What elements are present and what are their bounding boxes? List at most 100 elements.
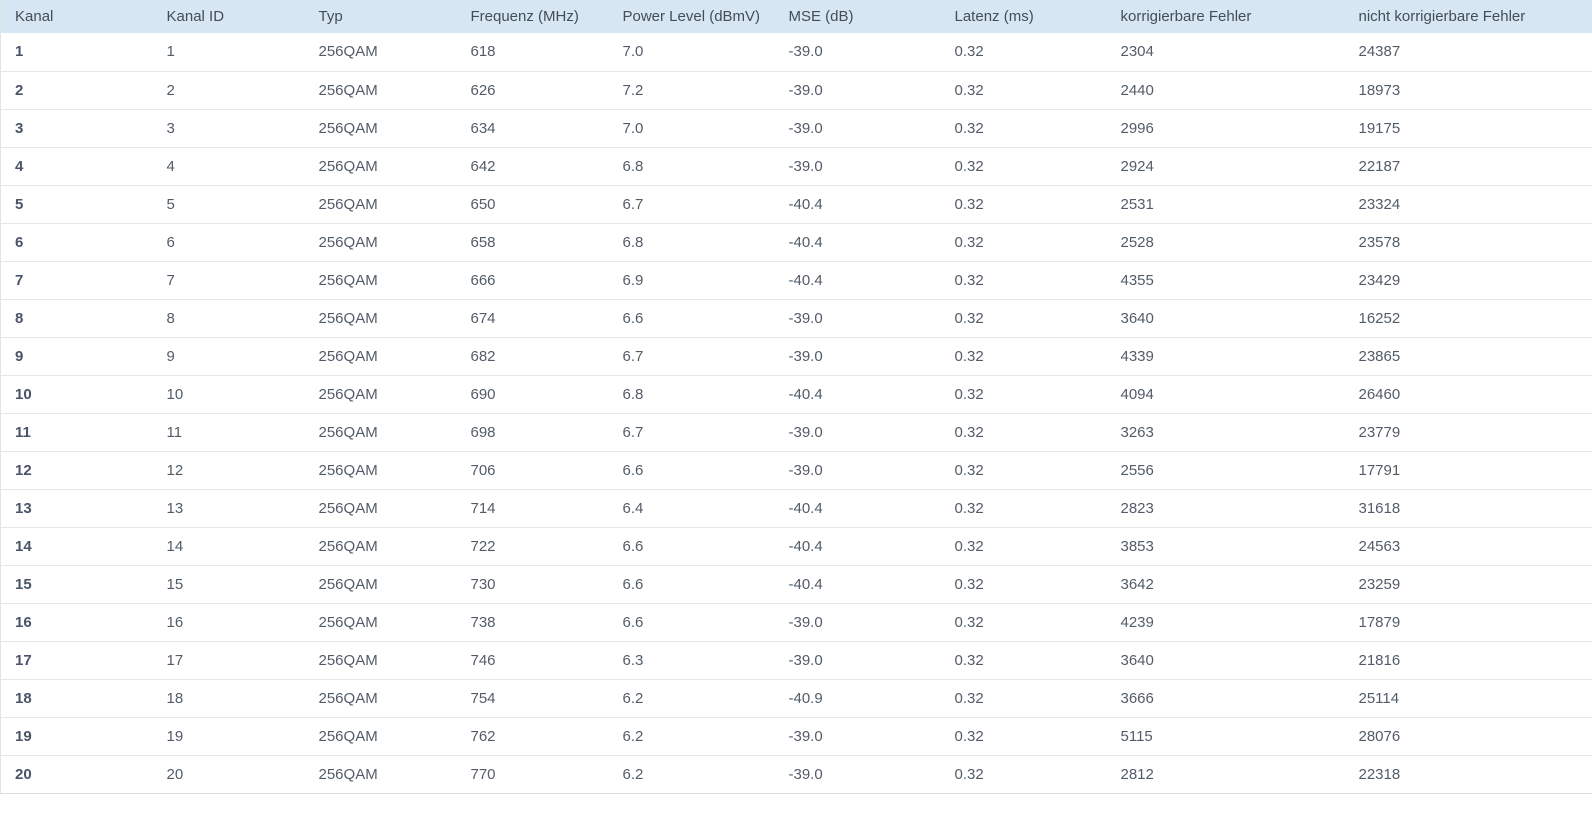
cell-typ: 256QAM (304, 375, 457, 414)
cell-latenz-ms: 0.32 (940, 413, 1107, 452)
table-row: 12 12 256QAM 706 6.6 -39.0 0.32 2556 17791 (0, 451, 1592, 490)
cell-kanal-id: 8 (152, 299, 305, 338)
cell-korrigierbare-fehler: 2823 (1106, 489, 1345, 528)
cell-kanal-id: 19 (152, 717, 305, 756)
cell-frequenz-mhz: 634 (456, 109, 609, 148)
cell-power-level-dbmv: 6.3 (608, 641, 775, 680)
cell-korrigierbare-fehler: 2556 (1106, 451, 1345, 490)
column-header-kanal: Kanal (0, 0, 153, 33)
cell-power-level-dbmv: 6.2 (608, 755, 775, 794)
table-row: 7 7 256QAM 666 6.9 -40.4 0.32 4355 23429 (0, 261, 1592, 300)
cell-nicht-korrigierbare-fehler: 18973 (1344, 71, 1592, 110)
cell-kanal: 4 (0, 147, 153, 186)
cell-latenz-ms: 0.32 (940, 33, 1107, 72)
cell-nicht-korrigierbare-fehler: 16252 (1344, 299, 1592, 338)
cell-kanal: 16 (0, 603, 153, 642)
cell-latenz-ms: 0.32 (940, 299, 1107, 338)
cell-mse-db: -39.0 (774, 299, 941, 338)
cell-mse-db: -39.0 (774, 717, 941, 756)
cell-kanal-id: 18 (152, 679, 305, 718)
cell-typ: 256QAM (304, 565, 457, 604)
cell-kanal-id: 11 (152, 413, 305, 452)
table-row: 14 14 256QAM 722 6.6 -40.4 0.32 3853 24563 (0, 527, 1592, 566)
cell-mse-db: -39.0 (774, 755, 941, 794)
cell-latenz-ms: 0.32 (940, 641, 1107, 680)
cell-typ: 256QAM (304, 261, 457, 300)
cell-mse-db: -39.0 (774, 33, 941, 72)
cell-kanal-id: 7 (152, 261, 305, 300)
cell-kanal: 7 (0, 261, 153, 300)
cell-kanal: 10 (0, 375, 153, 414)
column-header-mse-db: MSE (dB) (774, 0, 941, 33)
cell-frequenz-mhz: 650 (456, 185, 609, 224)
cell-kanal: 1 (0, 33, 153, 72)
table-row: 16 16 256QAM 738 6.6 -39.0 0.32 4239 17879 (0, 603, 1592, 642)
cell-typ: 256QAM (304, 71, 457, 110)
cell-kanal-id: 9 (152, 337, 305, 376)
cell-nicht-korrigierbare-fehler: 19175 (1344, 109, 1592, 148)
table-row: 13 13 256QAM 714 6.4 -40.4 0.32 2823 31618 (0, 489, 1592, 528)
table-row: 20 20 256QAM 770 6.2 -39.0 0.32 2812 22318 (0, 755, 1592, 794)
cell-mse-db: -40.4 (774, 185, 941, 224)
cell-typ: 256QAM (304, 185, 457, 224)
cell-latenz-ms: 0.32 (940, 337, 1107, 376)
cell-power-level-dbmv: 6.6 (608, 527, 775, 566)
cell-latenz-ms: 0.32 (940, 679, 1107, 718)
cell-kanal-id: 4 (152, 147, 305, 186)
cell-frequenz-mhz: 642 (456, 147, 609, 186)
cell-power-level-dbmv: 6.2 (608, 717, 775, 756)
cell-korrigierbare-fehler: 2996 (1106, 109, 1345, 148)
cell-nicht-korrigierbare-fehler: 25114 (1344, 679, 1592, 718)
cell-kanal: 2 (0, 71, 153, 110)
downstream-channel-table: Kanal Kanal ID Typ Frequenz (MHz) Power Leve… (0, 0, 1592, 794)
cell-kanal: 13 (0, 489, 153, 528)
table-row: 4 4 256QAM 642 6.8 -39.0 0.32 2924 22187 (0, 147, 1592, 186)
table-row: 15 15 256QAM 730 6.6 -40.4 0.32 3642 23259 (0, 565, 1592, 604)
cell-power-level-dbmv: 6.6 (608, 603, 775, 642)
cell-kanal: 12 (0, 451, 153, 490)
cell-korrigierbare-fehler: 2528 (1106, 223, 1345, 262)
cell-kanal-id: 12 (152, 451, 305, 490)
cell-nicht-korrigierbare-fehler: 28076 (1344, 717, 1592, 756)
cell-korrigierbare-fehler: 2924 (1106, 147, 1345, 186)
cell-kanal: 3 (0, 109, 153, 148)
cell-latenz-ms: 0.32 (940, 109, 1107, 148)
cell-kanal-id: 1 (152, 33, 305, 72)
column-header-korrigierbare-fehler: korrigierbare Fehler (1106, 0, 1345, 33)
cell-mse-db: -39.0 (774, 109, 941, 148)
cell-latenz-ms: 0.32 (940, 489, 1107, 528)
cell-typ: 256QAM (304, 147, 457, 186)
cell-kanal-id: 3 (152, 109, 305, 148)
cell-typ: 256QAM (304, 641, 457, 680)
cell-korrigierbare-fehler: 2531 (1106, 185, 1345, 224)
cell-latenz-ms: 0.32 (940, 565, 1107, 604)
cell-nicht-korrigierbare-fehler: 23259 (1344, 565, 1592, 604)
cell-power-level-dbmv: 6.9 (608, 261, 775, 300)
column-header-latenz-ms: Latenz (ms) (940, 0, 1107, 33)
table-row: 9 9 256QAM 682 6.7 -39.0 0.32 4339 23865 (0, 337, 1592, 376)
cell-typ: 256QAM (304, 337, 457, 376)
cell-kanal-id: 16 (152, 603, 305, 642)
cell-nicht-korrigierbare-fehler: 23578 (1344, 223, 1592, 262)
cell-kanal-id: 14 (152, 527, 305, 566)
cell-kanal-id: 17 (152, 641, 305, 680)
cell-kanal-id: 20 (152, 755, 305, 794)
cell-frequenz-mhz: 738 (456, 603, 609, 642)
cell-frequenz-mhz: 618 (456, 33, 609, 72)
cell-latenz-ms: 0.32 (940, 375, 1107, 414)
cell-mse-db: -39.0 (774, 641, 941, 680)
cell-korrigierbare-fehler: 3640 (1106, 299, 1345, 338)
cell-power-level-dbmv: 6.8 (608, 147, 775, 186)
cell-typ: 256QAM (304, 527, 457, 566)
cell-korrigierbare-fehler: 2440 (1106, 71, 1345, 110)
table-row: 3 3 256QAM 634 7.0 -39.0 0.32 2996 19175 (0, 109, 1592, 148)
cell-frequenz-mhz: 690 (456, 375, 609, 414)
cell-power-level-dbmv: 6.7 (608, 337, 775, 376)
cell-kanal: 19 (0, 717, 153, 756)
cell-korrigierbare-fehler: 4094 (1106, 375, 1345, 414)
table-row: 10 10 256QAM 690 6.8 -40.4 0.32 4094 26460 (0, 375, 1592, 414)
cell-kanal: 14 (0, 527, 153, 566)
cell-korrigierbare-fehler: 3640 (1106, 641, 1345, 680)
cell-frequenz-mhz: 626 (456, 71, 609, 110)
cell-korrigierbare-fehler: 3853 (1106, 527, 1345, 566)
